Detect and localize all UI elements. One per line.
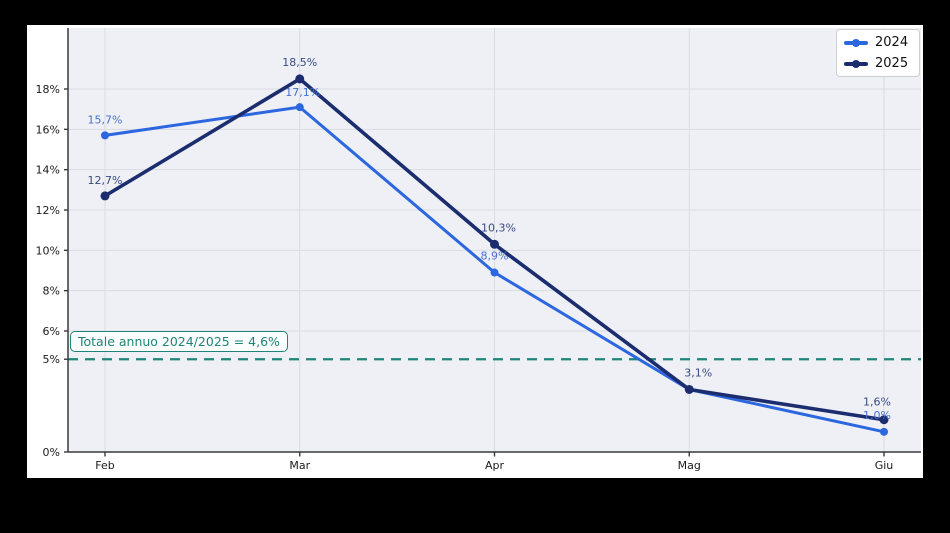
- data-label-2025-Feb: 12,7%: [88, 174, 123, 187]
- data-point-2024-Giu: [880, 427, 888, 436]
- x-tick-label: Apr: [485, 459, 505, 472]
- legend-item-2025: 2025: [844, 54, 913, 73]
- data-label-2024-Apr: 8,9%: [481, 250, 509, 263]
- x-tick-label: Feb: [95, 459, 114, 472]
- x-tick-label: Giu: [875, 459, 894, 472]
- data-label-2025-Mar: 18,5%: [282, 56, 317, 69]
- y-tick-label: 14%: [36, 164, 60, 177]
- legend-label-2025: 2025: [875, 56, 909, 71]
- y-tick-label: 0%: [43, 446, 60, 459]
- data-label-2024-Mar: 17,1%: [285, 86, 320, 99]
- data-label-2025-Mag: 3,1%: [684, 366, 712, 379]
- y-tick-label: 10%: [36, 244, 60, 257]
- data-point-2024-Apr: [490, 268, 499, 277]
- y-tick-label: 8%: [43, 285, 60, 298]
- data-label-2024-Feb: 15,7%: [88, 113, 123, 126]
- y-tick-label: 6%: [43, 325, 60, 338]
- legend-line-sample-2024: [844, 38, 868, 47]
- legend-label-2024: 2024: [875, 35, 909, 50]
- x-tick-label: Mag: [678, 459, 701, 472]
- line-chart: 15,7% 17,1% 8,9% 1,0% 12,7% 18,5% 10,3% 3,1% 1,6…: [36, 28, 921, 472]
- data-point-2025-Giu: [879, 415, 889, 425]
- y-tick-label: 12%: [36, 204, 60, 217]
- legend-marker-2025: [852, 59, 860, 68]
- legend-line-sample-2025: [844, 59, 868, 68]
- data-point-2025-Feb: [100, 191, 110, 201]
- y-tick-label: 16%: [36, 123, 60, 136]
- data-point-2024-Mar: [295, 103, 304, 112]
- data-point-2025-Mar: [295, 74, 305, 84]
- y-tick-label: 18%: [36, 83, 60, 96]
- y-tick-label: 5%: [43, 353, 60, 366]
- legend-marker-2024: [852, 38, 860, 47]
- annotation-text: Totale annuo 2024/2025 = 4,6%: [78, 334, 280, 349]
- annotation-box: Totale annuo 2024/2025 = 4,6%: [70, 331, 288, 352]
- data-point-2025-Mag: [684, 384, 694, 394]
- data-point-2024-Feb: [101, 131, 109, 140]
- data-point-2025-Apr: [490, 239, 499, 249]
- chart-figure: 15,7% 17,1% 8,9% 1,0% 12,7% 18,5% 10,3% 3,1% 1,6…: [27, 25, 923, 478]
- legend-item-2024: 2024: [844, 33, 913, 52]
- legend: 2024 2025: [836, 29, 920, 77]
- data-label-2024-Giu: 1,0%: [863, 409, 891, 422]
- data-label-2025-Apr: 10,3%: [481, 221, 516, 234]
- x-tick-label: Mar: [289, 459, 310, 472]
- data-label-2025-Giu: 1,6%: [863, 396, 891, 409]
